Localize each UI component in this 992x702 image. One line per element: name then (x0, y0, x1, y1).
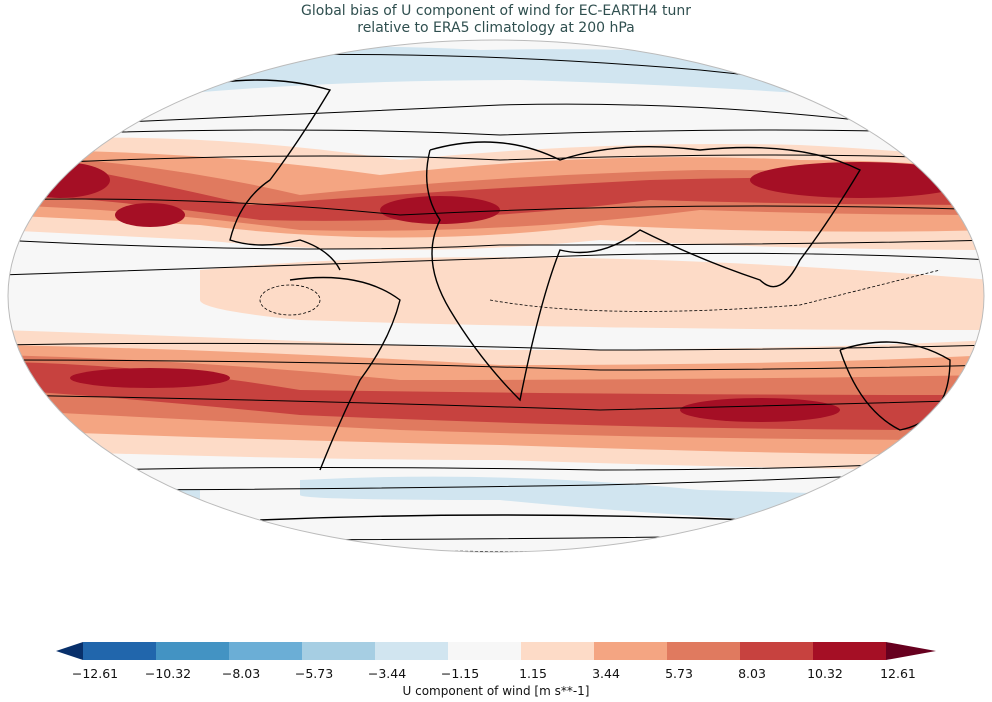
colorbar-tick: −1.15 (440, 666, 480, 681)
colorbar-tick: −8.03 (221, 666, 261, 681)
colorbar-tick: 8.03 (738, 666, 766, 681)
colorbar-tick: 3.44 (592, 666, 620, 681)
colorbar-tick: 5.73 (665, 666, 693, 681)
figure-title-line1: Global bias of U component of wind for E… (301, 3, 691, 19)
world-map (7, 39, 985, 553)
colorbar-tick: −3.44 (367, 666, 407, 681)
colorbar (56, 642, 936, 660)
colorbar-tick: 1.15 (519, 666, 547, 681)
colorbar-label: U component of wind [m s**-1] (402, 684, 590, 698)
bias-field (8, 40, 984, 552)
colorbar-tick: 12.61 (880, 666, 916, 681)
colorbar-tick: −10.32 (144, 666, 192, 681)
colorbar-tick: −12.61 (71, 666, 119, 681)
figure-title-line2: relative to ERA5 climatology at 200 hPa (357, 20, 635, 36)
colorbar-tick: 10.32 (807, 666, 843, 681)
colorbar-tick: −5.73 (294, 666, 334, 681)
